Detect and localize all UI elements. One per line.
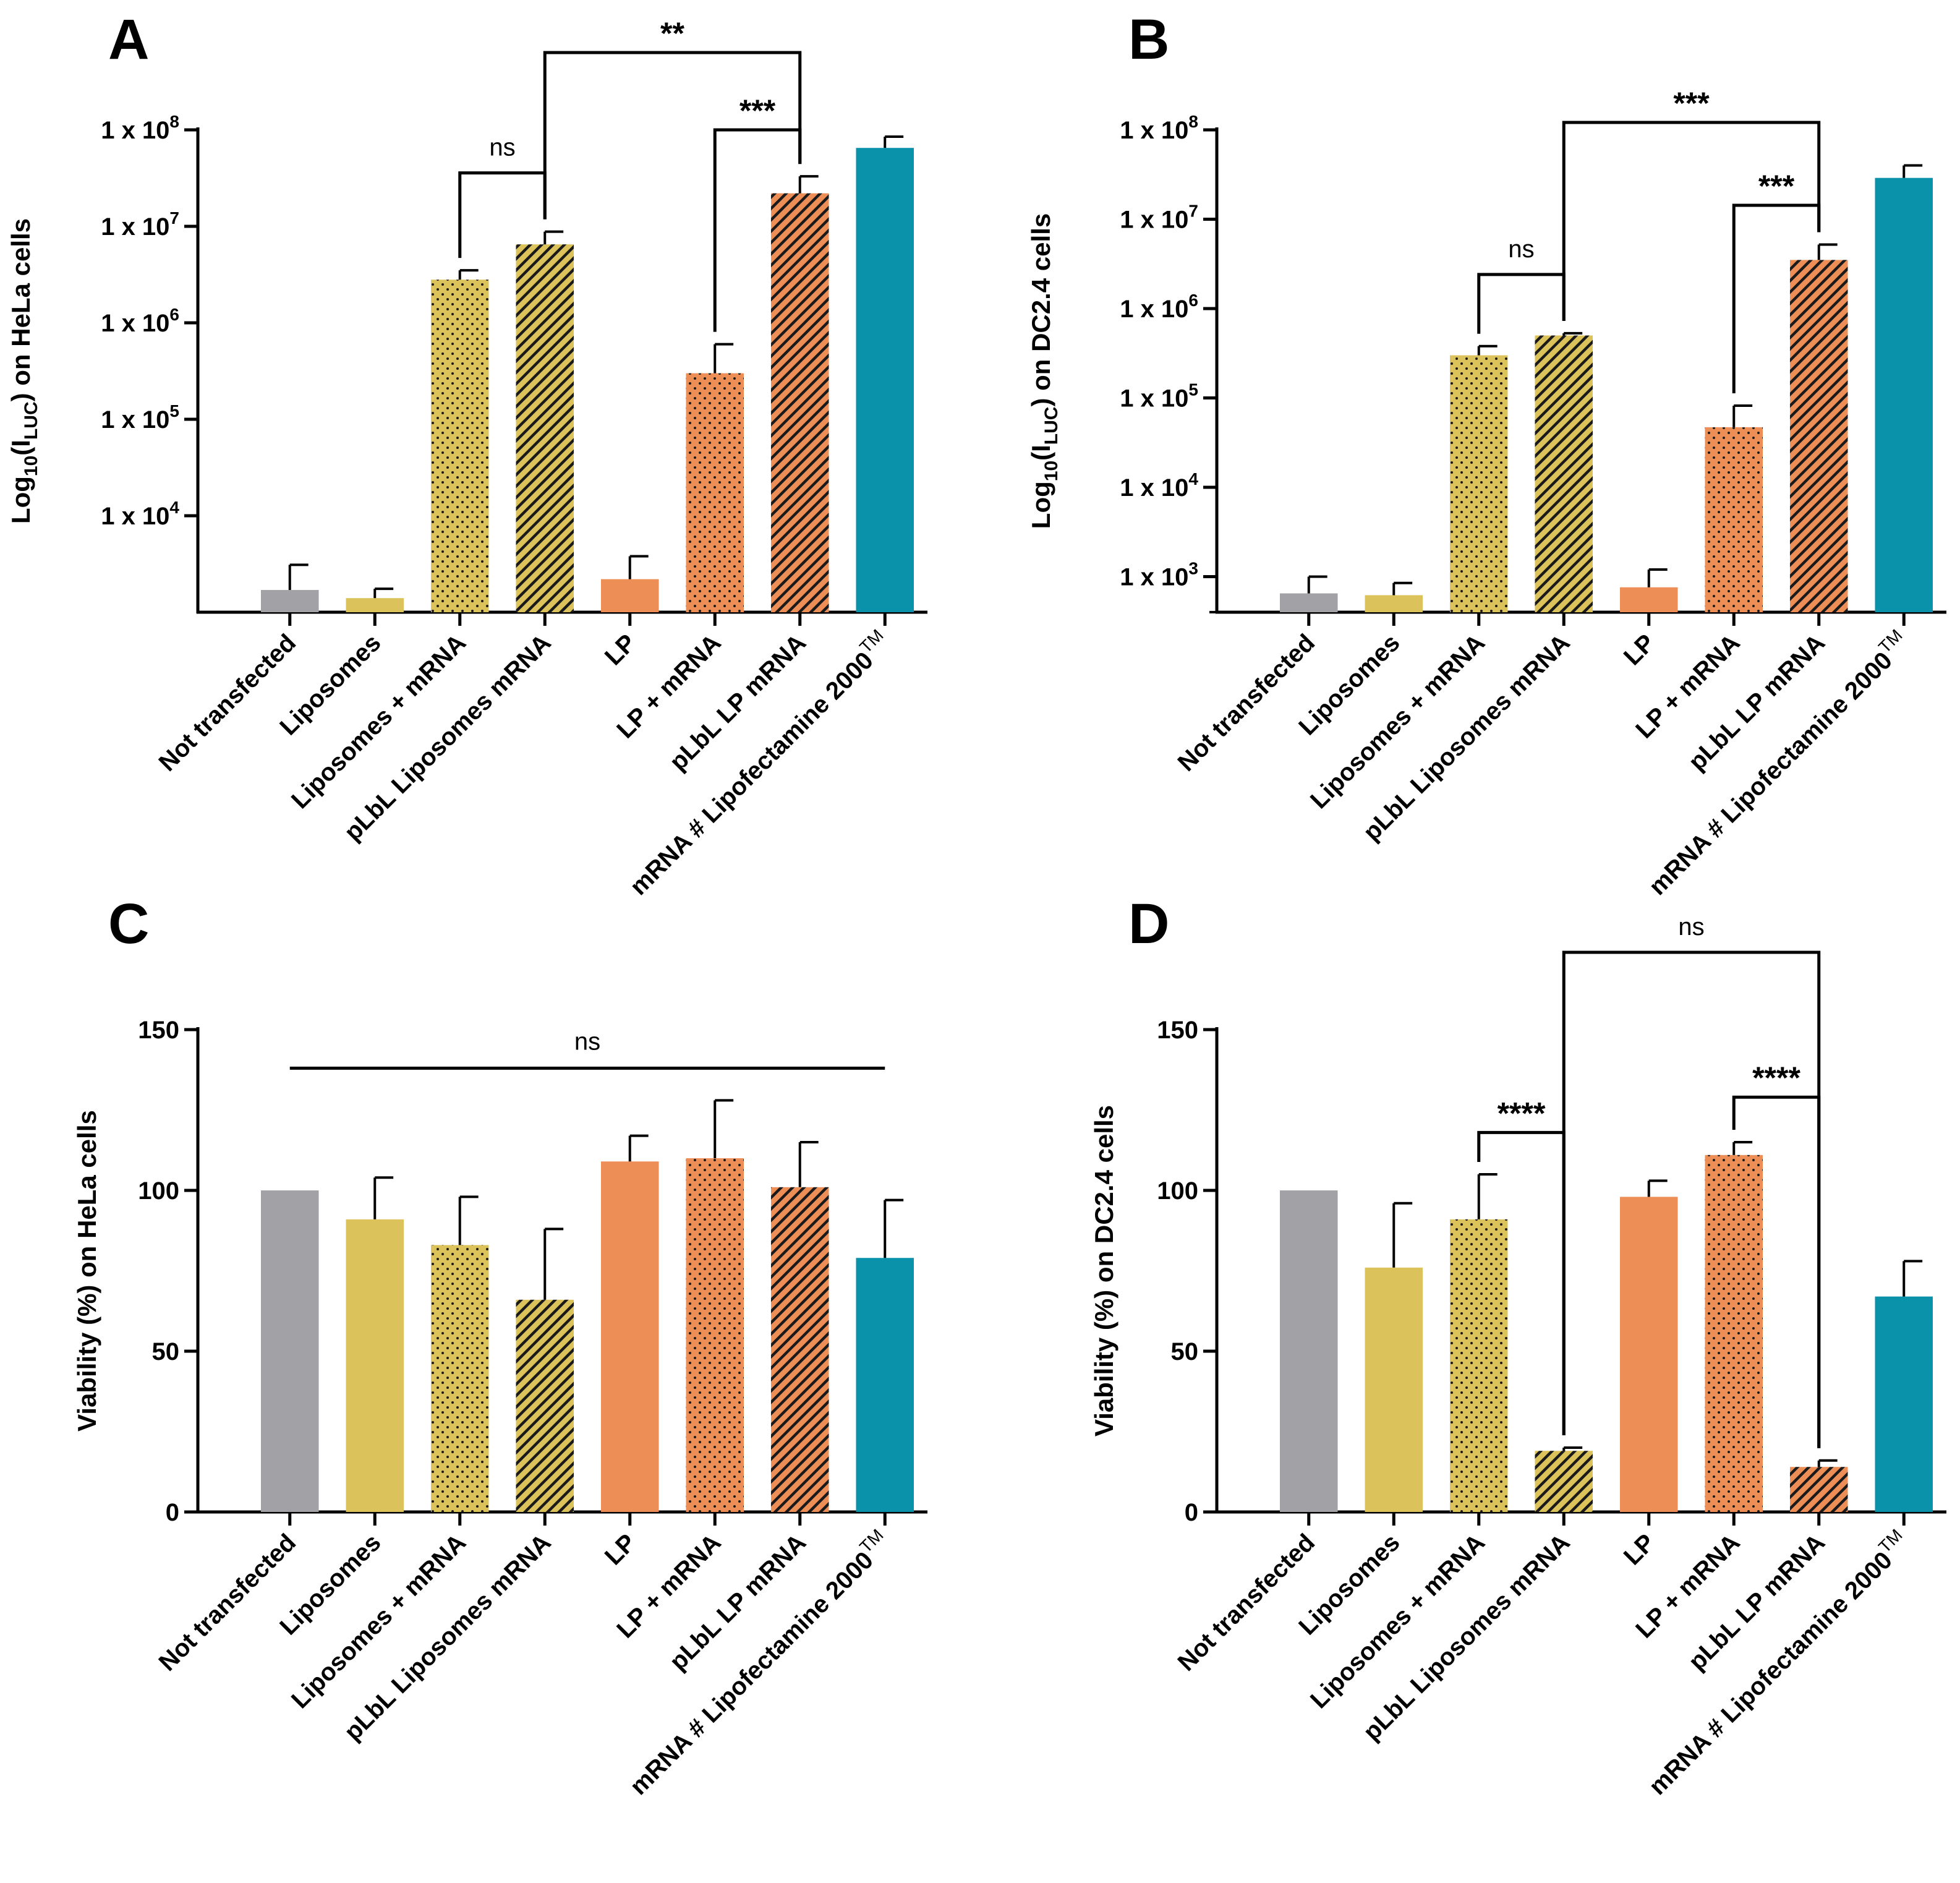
y-tick-label: 1 x 105: [101, 401, 179, 433]
y-tick-label: 100: [1157, 1177, 1198, 1205]
y-tick-label: 150: [138, 1017, 179, 1044]
bar-c-6: [771, 1187, 829, 1512]
panel-d: D 0 50 100 150 Viability (%) on DC2.4 cells No…: [1089, 892, 1946, 1800]
bar-d-4: [1620, 1197, 1678, 1512]
significance-label: ns: [1678, 913, 1704, 941]
y-axis-label: Log10(ILUC) on HeLa cells: [6, 218, 41, 524]
y-tick-label: 1 x 107: [1120, 201, 1198, 233]
bar-b-7: [1875, 177, 1933, 613]
bar-b-1: [1365, 595, 1423, 612]
bar-c-4: [601, 1161, 659, 1512]
bar-d-2: [1450, 1219, 1508, 1512]
y-axis-label: Log10(ILUC) on DC2.4 cells: [1026, 213, 1062, 529]
y-tick-label: 0: [166, 1499, 179, 1526]
bar-d-5: [1705, 1155, 1763, 1512]
significance-label: ***: [739, 93, 776, 128]
x-tick-label: Liposomes + mRNA: [1305, 629, 1490, 814]
panel-b: B 1 x 103 1 x 104 1 x 105 1 x 106 1 x 107 1 x …: [1026, 8, 1946, 900]
bar-a-5: [686, 373, 744, 612]
y-tick-label: 1 x 105: [1120, 380, 1198, 412]
x-tick-label: LP: [600, 629, 641, 670]
significance-label: ns: [1508, 236, 1534, 263]
significance-label: ns: [574, 1028, 600, 1055]
y-tick-label: 1 x 103: [1120, 558, 1198, 591]
bar-c-2: [431, 1245, 489, 1512]
bar-b-3: [1535, 335, 1593, 612]
significance-bracket: [543, 51, 802, 220]
y-tick-label: 1 x 104: [101, 498, 179, 530]
bar-d-1: [1365, 1267, 1423, 1512]
y-tick-label: 1 x 108: [101, 112, 179, 144]
bar-d-7: [1875, 1296, 1933, 1512]
x-tick-label: LP: [1619, 1529, 1660, 1570]
y-tick-label: 1 x 106: [101, 305, 179, 337]
x-tick-label: Liposomes + mRNA: [1305, 1529, 1490, 1714]
panel-a: A 1 x 104 1 x 105 1 x 106 1 x 107 1 x 108 Log1…: [6, 8, 927, 900]
panel-letter: C: [108, 892, 149, 955]
panel-letter: D: [1128, 892, 1169, 955]
y-tick-label: 0: [1185, 1499, 1198, 1526]
x-tick-label: Not transfected: [1173, 629, 1321, 777]
y-tick-label: 1 x 106: [1120, 291, 1198, 323]
bar-c-0: [261, 1190, 319, 1512]
y-tick-label: 50: [152, 1338, 180, 1365]
y-tick-label: 100: [138, 1177, 179, 1205]
y-axis-label: Viability (%) on HeLa cells: [72, 1110, 101, 1432]
bar-a-6: [771, 193, 829, 613]
significance-label: **: [660, 16, 684, 51]
bar-b-5: [1705, 427, 1763, 612]
significance-label: ****: [1498, 1096, 1546, 1130]
bar-b-0: [1280, 593, 1338, 612]
bar-c-1: [346, 1219, 404, 1512]
bar-a-2: [431, 280, 489, 612]
y-tick-label: 1 x 104: [1120, 469, 1198, 502]
y-tick-label: 50: [1171, 1338, 1199, 1365]
bar-b-6: [1790, 260, 1848, 612]
bar-c-5: [686, 1158, 744, 1512]
bar-b-4: [1620, 587, 1678, 612]
significance-bracket: [1477, 273, 1566, 334]
bar-a-3: [516, 244, 574, 612]
y-tick-label: 1 x 107: [101, 208, 179, 241]
x-tick-label: Not transfected: [154, 1529, 302, 1676]
bar-c-3: [516, 1299, 574, 1512]
significance-label: ns: [489, 134, 515, 161]
significance-label: ***: [1673, 86, 1710, 121]
panel-letter: B: [1128, 8, 1169, 71]
bar-a-1: [346, 598, 404, 612]
significance-label: ****: [1752, 1061, 1800, 1095]
significance-bracket: [1562, 950, 1821, 1448]
x-tick-label: Liposomes + mRNA: [286, 629, 471, 814]
y-axis-label: Viability (%) on DC2.4 cells: [1089, 1105, 1118, 1437]
bar-a-4: [601, 579, 659, 612]
x-tick-label: Not transfected: [154, 629, 302, 777]
bar-a-7: [856, 148, 914, 612]
y-tick-label: 1 x 108: [1120, 112, 1198, 144]
significance-bracket: [1562, 121, 1821, 321]
x-tick-label: LP: [600, 1529, 641, 1570]
x-tick-label: Not transfected: [1173, 1529, 1321, 1676]
bar-d-3: [1535, 1451, 1593, 1512]
x-tick-label: LP: [1619, 629, 1660, 670]
bar-d-6: [1790, 1467, 1848, 1512]
panel-c: C 0 50 100 150 Viability (%) on HeLa cells Not…: [72, 892, 927, 1800]
panel-letter: A: [108, 8, 149, 71]
bar-b-2: [1450, 355, 1508, 612]
significance-label: ***: [1758, 169, 1795, 203]
bar-d-0: [1280, 1190, 1338, 1512]
x-tick-label: Liposomes + mRNA: [286, 1529, 471, 1714]
bar-c-7: [856, 1258, 914, 1512]
y-tick-label: 150: [1157, 1017, 1198, 1044]
bar-a-0: [261, 590, 319, 612]
